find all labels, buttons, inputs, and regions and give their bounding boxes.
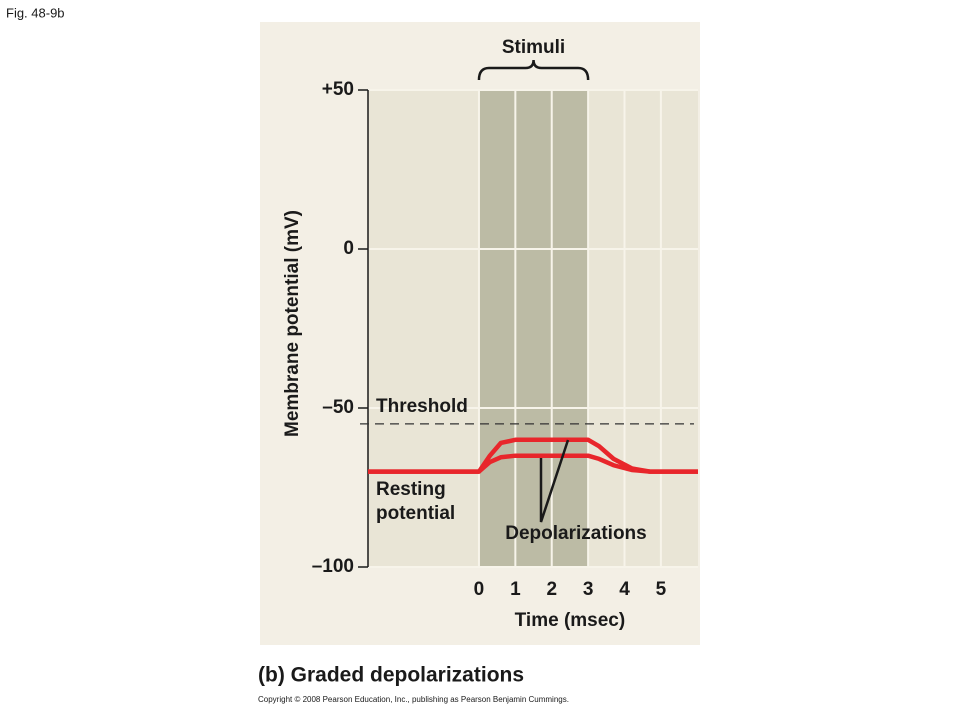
resting-label: Resting [376,479,446,500]
x-tick-label: 4 [619,579,630,600]
x-tick-label: 3 [583,579,594,600]
threshold-label: Threshold [376,396,468,417]
plot: Stimuli +50 0 –50 –100 0 1 2 3 4 5 Time (msec) Membr… [282,37,698,631]
caption: (b) Graded depolarizations [258,664,524,687]
y-tick-label: 0 [343,238,354,259]
x-axis-label: Time (msec) [515,610,626,631]
x-tick-label: 0 [474,579,485,600]
stimulus-band [478,90,589,567]
pointer [539,439,570,523]
y-tick-label: –100 [312,556,354,577]
stimuli-brace [477,59,590,81]
copyright: Copyright © 2008 Pearson Education, Inc.… [258,695,569,704]
resting-label: potential [376,503,455,524]
stimuli-label: Stimuli [502,37,565,58]
x-tick-label: 1 [510,579,521,600]
x-tick-label: 2 [546,579,557,600]
depolarizations-label: Depolarizations [505,523,646,544]
y-tick-label: –50 [322,397,354,418]
y-tick-label: +50 [322,79,354,100]
y-axis-label: Membrane potential (mV) [282,210,303,437]
data-line [368,453,698,474]
figure-label: Fig. 48-9b [6,5,65,20]
x-tick-label: 5 [656,579,667,600]
